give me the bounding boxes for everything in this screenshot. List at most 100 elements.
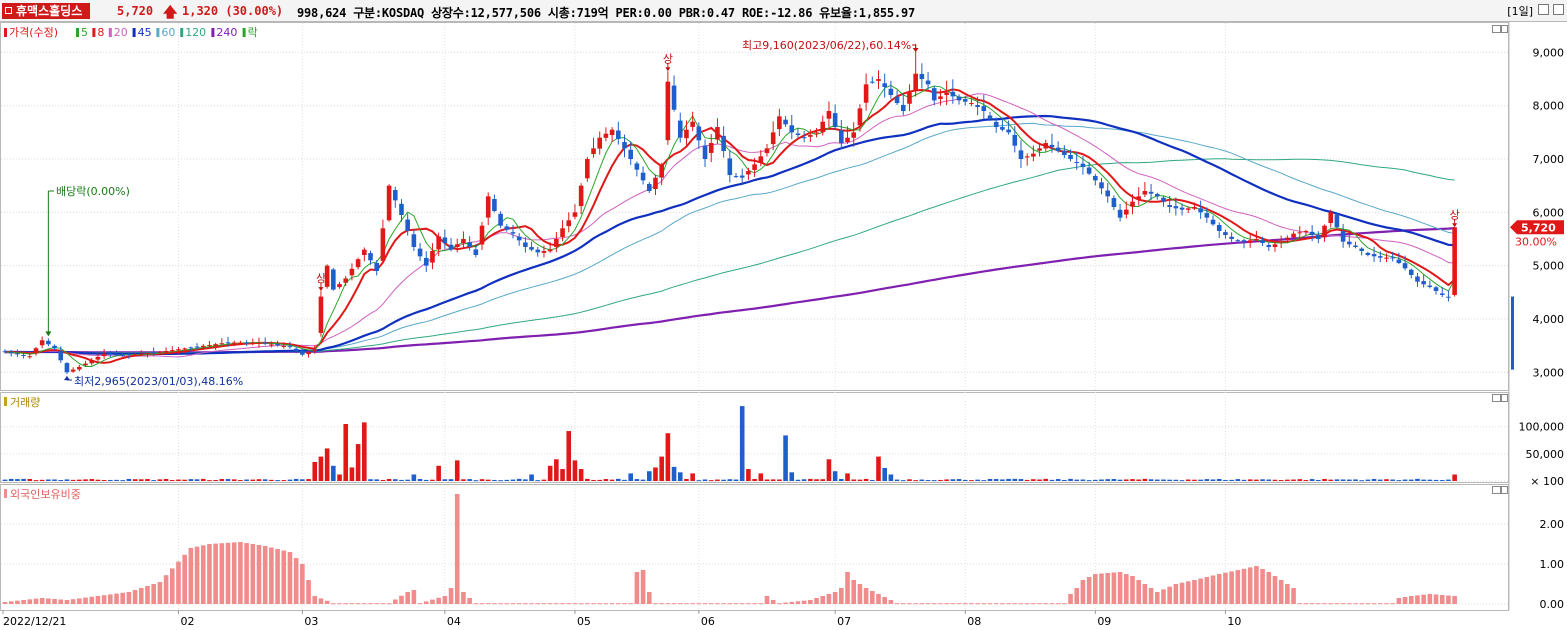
candle-body (1223, 232, 1228, 235)
volume-pane-minimize-icon[interactable] (1492, 394, 1501, 402)
candle-body (566, 220, 572, 227)
foreign-ratio-bar (801, 600, 807, 604)
foreign-ratio-bar (1198, 578, 1203, 604)
low-price-annotation: 최저2,965(2023/01/03),48.16% (74, 375, 243, 388)
legend-label: 240 (216, 26, 237, 39)
candle-body (454, 244, 460, 248)
foreign-ratio-bar (962, 603, 968, 605)
candle-body (523, 242, 528, 247)
period-selector[interactable]: [1일] (1507, 5, 1533, 18)
price-pane-maximize-icon[interactable] (1501, 25, 1508, 33)
foreign-ratio-bar (473, 603, 479, 605)
foreign-ratio-bar (956, 603, 962, 605)
foreign-ratio-bar (33, 598, 39, 604)
close-window-icon[interactable] (1553, 4, 1564, 15)
candle-body (399, 203, 404, 215)
volume-bar (1384, 479, 1389, 481)
foreign-pane-maximize-icon[interactable] (1501, 486, 1508, 494)
candle-body (1229, 236, 1234, 239)
foreign-pane-buttons[interactable] (1492, 486, 1508, 494)
foreign-ratio-bar (950, 603, 956, 605)
volume-bar (306, 479, 311, 481)
x-tick-label: 05 (577, 615, 591, 628)
foreign-ratio-bar (244, 543, 249, 604)
candle-body (485, 196, 491, 218)
foreign-ratio-bar (646, 592, 652, 604)
volume-bar (702, 479, 708, 481)
foreign-ratio-bar (715, 603, 720, 605)
volume-bar (1272, 479, 1278, 481)
foreign-ratio-bar (1408, 596, 1414, 604)
restore-window-icon[interactable] (1538, 4, 1549, 15)
volume-bar (1105, 479, 1111, 481)
candle-body (1241, 240, 1247, 242)
foreign-ratio-bar (578, 603, 584, 605)
volume-bar (585, 478, 590, 481)
candle-body (653, 177, 658, 190)
foreign-ratio-bar (1402, 597, 1408, 604)
foreign-ratio-bar (1291, 588, 1296, 604)
price-pane-minimize-icon[interactable] (1492, 25, 1501, 33)
candle-body (1154, 194, 1160, 197)
volume-pane-buttons[interactable] (1492, 394, 1508, 402)
volume-bar (653, 467, 658, 481)
candle-body (2, 351, 8, 353)
volume-bar (863, 478, 869, 481)
candle-body (89, 360, 95, 364)
upper-limit-arrow-icon (1452, 223, 1458, 228)
foreign-tick-label: 0.00 (1540, 598, 1565, 611)
foreign-ratio-bar (764, 596, 770, 604)
candle-body (1099, 182, 1104, 189)
candle-body (318, 296, 324, 333)
foreign-ratio-bar (770, 600, 776, 604)
candle-body (900, 104, 906, 112)
volume-bar (27, 478, 33, 481)
candle-body (962, 99, 968, 102)
candle-body (46, 340, 51, 345)
volume-bar (504, 479, 510, 481)
candle-body (64, 363, 70, 373)
foreign-ratio-bar (1272, 576, 1278, 604)
candle-body (857, 108, 863, 126)
volume-bar (300, 479, 305, 481)
volume-bar (913, 480, 918, 482)
candle-body (120, 354, 126, 356)
candle-body (1260, 240, 1265, 243)
foreign-ratio-bar (1347, 603, 1352, 605)
volume-bar (907, 479, 912, 481)
candle-body (554, 238, 559, 248)
volume-pane-maximize-icon[interactable] (1501, 394, 1508, 402)
candle-body (169, 350, 175, 352)
volume-bar (1012, 478, 1018, 481)
volume-bar (1018, 479, 1024, 481)
foreign-ratio-bar (597, 603, 603, 605)
volume-bar (752, 478, 757, 481)
candle-body (851, 132, 857, 138)
foreign-ratio-bar (331, 603, 336, 605)
candle-body (1074, 162, 1080, 164)
volume-bar (39, 479, 45, 481)
low-arrow-icon (63, 376, 70, 381)
foreign-ratio-bar (200, 545, 206, 604)
foreign-ratio-bar (157, 582, 163, 604)
stock-name-badge[interactable]: 휴맥스홀딩스 (2, 3, 91, 19)
candle-body (95, 356, 101, 360)
volume-bar (157, 479, 163, 481)
foreign-ratio-bar (386, 603, 392, 605)
legend-swatch (156, 28, 160, 37)
volume-bar (1334, 479, 1340, 481)
volume-bar (857, 479, 863, 481)
candle-body (15, 353, 20, 355)
candle-body (213, 344, 218, 346)
foreign-ratio-bar (492, 603, 497, 605)
foreign-ratio-bar (1130, 576, 1135, 604)
foreign-ratio-bar (665, 603, 671, 605)
volume-bar (659, 456, 664, 481)
foreign-pane-minimize-icon[interactable] (1492, 486, 1501, 494)
volume-bar (597, 479, 603, 481)
foreign-ratio-bar (1285, 584, 1290, 604)
candle-body (1291, 233, 1296, 238)
volume-bar (1173, 479, 1179, 481)
price-pane-buttons[interactable] (1492, 25, 1508, 33)
legend-swatch (180, 28, 184, 37)
